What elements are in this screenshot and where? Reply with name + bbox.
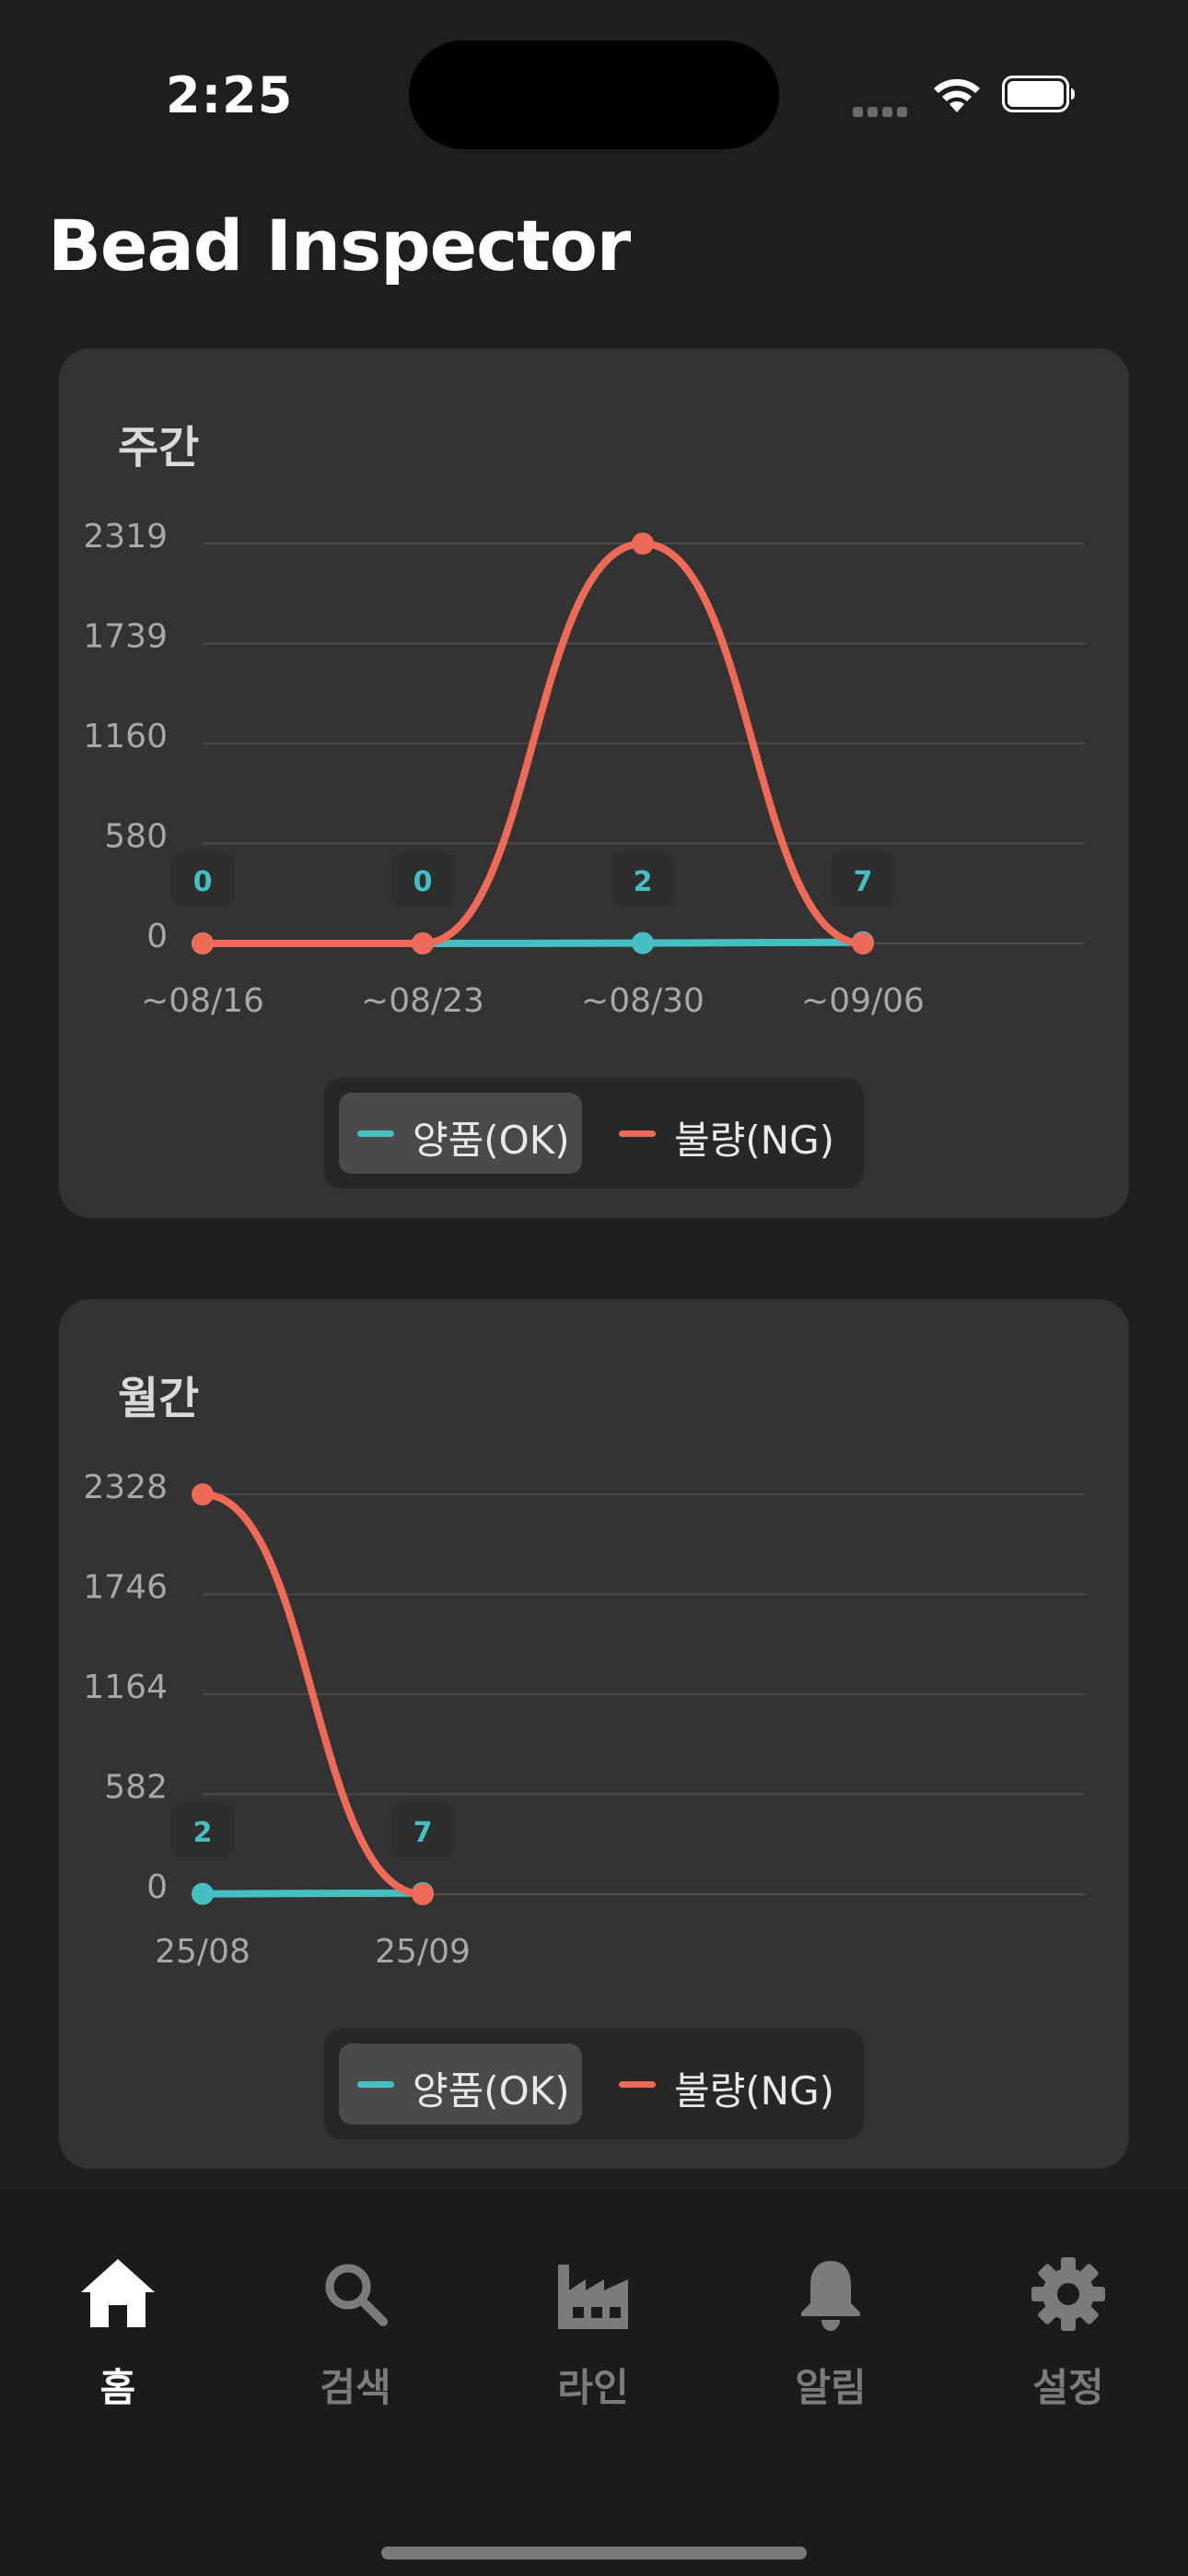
app-title: Bead Inspector bbox=[48, 205, 631, 287]
tab-line-label: 라인 bbox=[557, 2365, 629, 2410]
ng-series-line bbox=[199, 1491, 426, 1898]
gear-icon bbox=[1031, 2257, 1105, 2331]
legend-ok-toggle[interactable]: 양품(OK) bbox=[339, 1093, 582, 1174]
x-tick-label: ~08/23 bbox=[361, 982, 484, 1020]
y-tick-label: 1746 bbox=[83, 1569, 168, 1607]
ok-series-line bbox=[199, 1889, 426, 1898]
dynamic-island bbox=[409, 41, 779, 149]
search-icon bbox=[325, 2264, 388, 2326]
tab-search[interactable]: 검색 bbox=[263, 2254, 448, 2429]
data-label-badge bbox=[171, 851, 234, 907]
tab-bar: 홈 검색 라인 알림 bbox=[0, 2189, 1188, 2576]
legend-ok-label: 양품(OK) bbox=[413, 1118, 570, 1163]
factory-icon bbox=[558, 2265, 628, 2329]
data-label: 2 bbox=[634, 866, 653, 898]
y-tick-label: 0 bbox=[146, 1868, 168, 1906]
battery-icon bbox=[1002, 76, 1075, 112]
ng-data-point bbox=[192, 932, 214, 954]
x-tick-label: ~08/30 bbox=[581, 982, 705, 1020]
status-time: 2:25 bbox=[166, 66, 294, 124]
legend-ok-toggle[interactable]: 양품(OK) bbox=[339, 2043, 582, 2125]
y-tick-label: 2319 bbox=[83, 518, 168, 556]
data-label: 2 bbox=[193, 1817, 213, 1849]
legend-ng-label: 불량(NG) bbox=[674, 2068, 835, 2113]
y-tick-label: 1164 bbox=[83, 1669, 168, 1706]
ng-data-point bbox=[852, 932, 874, 954]
monthly-chart-card: 월간 0 582 1164 1746 2328 25/08 25/09 2 7 양품(OK) 불… bbox=[59, 1299, 1129, 2169]
data-label-badge bbox=[832, 851, 894, 907]
tab-settings[interactable]: 설정 bbox=[976, 2254, 1160, 2429]
y-tick-label: 1739 bbox=[83, 618, 168, 656]
chart-legend: 양품(OK) 불량(NG) bbox=[324, 2029, 864, 2139]
data-label: 7 bbox=[413, 1817, 433, 1849]
data-label-badge bbox=[611, 851, 674, 907]
ng-data-point bbox=[632, 533, 654, 555]
bell-icon bbox=[801, 2261, 860, 2331]
legend-ok-label: 양품(OK) bbox=[413, 2068, 570, 2113]
chart-title: 월간 bbox=[118, 1373, 200, 1424]
y-tick-label: 0 bbox=[146, 918, 168, 955]
x-tick-label: ~08/16 bbox=[141, 982, 264, 1020]
data-label-badge bbox=[391, 1802, 454, 1857]
x-tick-label: 25/09 bbox=[375, 1933, 471, 1971]
legend-ng-toggle[interactable]: 불량(NG) bbox=[600, 1093, 851, 1174]
tab-alerts[interactable]: 알림 bbox=[739, 2254, 923, 2429]
status-bar: 2:25 bbox=[0, 0, 1188, 184]
x-tick-label: 25/08 bbox=[155, 1933, 250, 1971]
ok-data-point bbox=[192, 1882, 214, 1905]
legend-ng-swatch bbox=[619, 2081, 656, 2088]
tab-home-label: 홈 bbox=[99, 2365, 136, 2410]
chart-title: 주간 bbox=[118, 422, 200, 474]
ok-data-point bbox=[632, 931, 654, 954]
ng-data-point bbox=[192, 1483, 214, 1505]
ng-data-point bbox=[412, 1883, 434, 1905]
data-label-badge bbox=[391, 851, 454, 907]
y-tick-label: 582 bbox=[104, 1769, 168, 1807]
data-label-badge bbox=[171, 1802, 234, 1857]
y-tick-label: 1160 bbox=[83, 718, 168, 755]
chart-legend: 양품(OK) 불량(NG) bbox=[324, 1078, 864, 1188]
home-icon bbox=[81, 2259, 155, 2327]
weekly-chart-card: 주간 0 580 1160 1739 2319 ~08/16 ~08/23 ~08/30 ~09… bbox=[59, 348, 1129, 1218]
tab-line[interactable]: 라인 bbox=[501, 2254, 685, 2429]
legend-ng-label: 불량(NG) bbox=[674, 1118, 835, 1163]
tab-search-label: 검색 bbox=[320, 2365, 391, 2410]
x-tick-label: ~09/06 bbox=[801, 982, 925, 1020]
data-label: 0 bbox=[413, 866, 433, 898]
tab-settings-label: 설정 bbox=[1032, 2365, 1104, 2410]
data-label: 7 bbox=[854, 866, 873, 898]
y-tick-label: 580 bbox=[104, 818, 168, 856]
cellular-signal-icon bbox=[853, 103, 912, 121]
legend-ok-swatch bbox=[357, 1130, 394, 1137]
legend-ok-swatch bbox=[357, 2081, 394, 2088]
y-tick-label: 2328 bbox=[83, 1469, 168, 1506]
tab-alerts-label: 알림 bbox=[795, 2365, 867, 2410]
tab-home[interactable]: 홈 bbox=[26, 2254, 210, 2429]
monthly-line-chart: 0 582 1164 1746 2328 25/08 25/09 2 7 bbox=[83, 1469, 1085, 1971]
weekly-line-chart: 0 580 1160 1739 2319 ~08/16 ~08/23 ~08/30 ~09/06… bbox=[83, 518, 1085, 1020]
wifi-icon bbox=[934, 78, 980, 112]
legend-ng-swatch bbox=[619, 1130, 656, 1137]
ng-data-point bbox=[412, 932, 434, 954]
legend-ng-toggle[interactable]: 불량(NG) bbox=[600, 2043, 851, 2125]
ng-series-line bbox=[199, 539, 867, 947]
home-indicator bbox=[381, 2547, 807, 2559]
data-label: 0 bbox=[193, 866, 213, 898]
